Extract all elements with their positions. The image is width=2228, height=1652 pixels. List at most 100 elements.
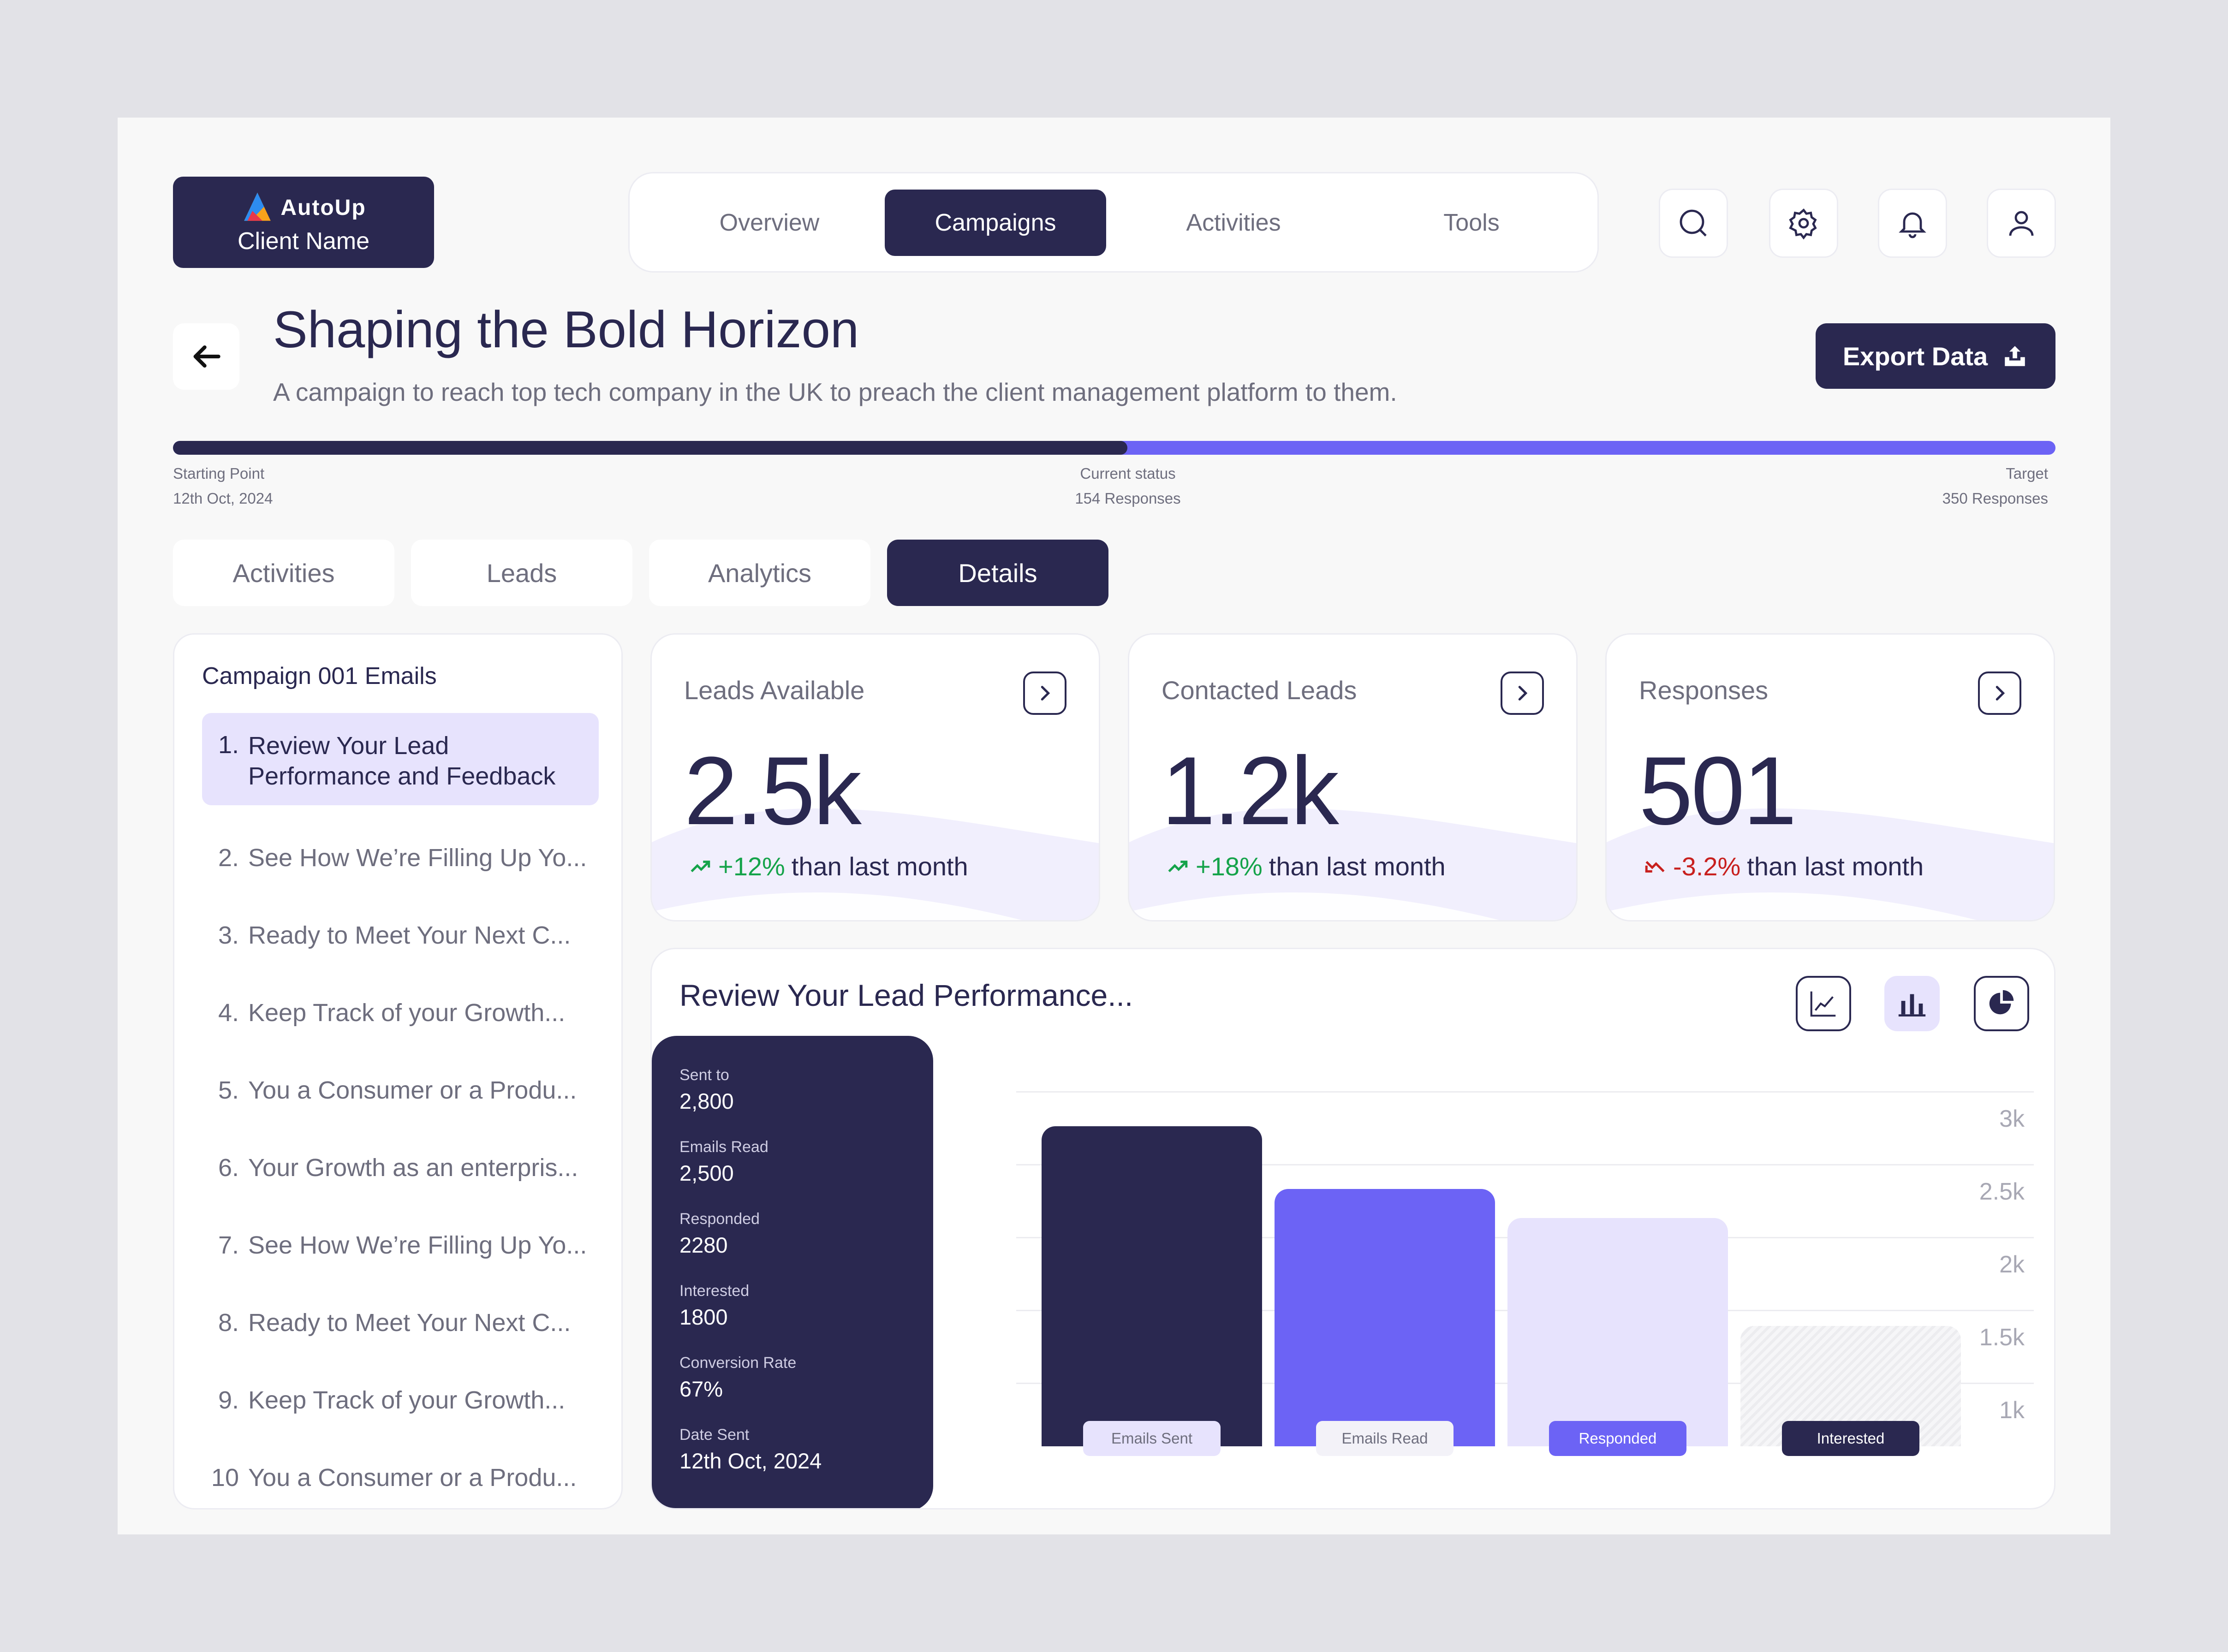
y-tick-label: 1k [1999,1397,2025,1424]
bar-emails-read[interactable] [1275,1188,1495,1446]
search-icon [1680,209,1707,237]
stat-value: 2,500 [679,1161,734,1185]
card-open-button[interactable] [1978,671,2021,715]
email-stats-box: Sent to 2,800 Emails Read 2,500 Responde… [652,1036,933,1508]
bar-category-label: Responded [1549,1421,1686,1456]
back-button[interactable] [173,323,239,390]
card-change-suffix: than last month [1269,852,1446,881]
bar-category-label: Interested [1782,1421,1919,1456]
pie-chart-button[interactable] [1974,976,2029,1031]
stat-value: 12th Oct, 2024 [679,1449,822,1473]
card-contacted-leads: Contacted Leads 1.2k +18% than last mont… [1128,633,1578,921]
chart-title: Review Your Lead Performance... [679,978,1133,1012]
email-title: Keep Track of your Growth... [248,1386,566,1414]
subtab-activities[interactable]: Activities [173,540,394,606]
tab-activities[interactable]: Activities [1186,209,1281,236]
email-number: 2. [218,844,239,872]
profile-button[interactable] [1987,189,2056,258]
stat-label: Sent to [679,1066,729,1084]
gear-icon [1789,208,1817,240]
bar-chart-button[interactable] [1884,976,1940,1031]
card-value: 2.5k [684,737,862,845]
campaign-progress-bar [173,441,2055,455]
y-tick-label: 3k [1999,1105,2025,1132]
card-leads-available: Leads Available 2.5k +12% than last mont… [650,633,1100,921]
stat-value: 2280 [679,1233,728,1257]
stat-value: 2,800 [679,1089,734,1113]
logo-row: AutoUp [173,187,434,228]
trend-up-icon [1168,860,1188,872]
pie-chart-icon [1989,990,2014,1015]
autoup-logo-icon [244,192,271,221]
email-item-4[interactable]: 4. Keep Track of your Growth... [202,974,599,1052]
card-change: +12% [718,852,785,881]
y-tick-label: 2k [1999,1251,2025,1278]
email-title: Your Growth as an enterpris... [248,1154,578,1182]
card-change: -3.2% [1673,852,1741,881]
card-open-button[interactable] [1023,671,1066,715]
line-chart-icon [1810,991,1836,1017]
notifications-button[interactable] [1878,189,1947,258]
stat-label: Emails Read [679,1138,768,1156]
progress-start: Starting Point 12th Oct, 2024 [173,461,273,511]
export-label: Export Data [1842,341,1988,371]
trend-up-icon [691,860,710,872]
progress-target: Target 350 Responses [1799,461,2048,511]
email-number: 8. [218,1309,239,1337]
subtab-analytics[interactable]: Analytics [649,540,870,606]
search-button[interactable] [1659,189,1728,258]
email-title: Ready to Meet Your Next C... [248,1309,571,1337]
email-item-6[interactable]: 6. Your Growth as an enterpris... [202,1129,599,1206]
email-number: 4. [218,999,239,1027]
email-number: 1. [218,731,239,759]
email-item-9[interactable]: 9. Keep Track of your Growth... [202,1361,599,1439]
card-value: 1.2k [1162,737,1339,845]
card-value: 501 [1639,737,1797,845]
chevron-right-icon [1041,686,1050,701]
card-open-button[interactable] [1501,671,1544,715]
tab-campaigns[interactable]: Campaigns [885,190,1106,256]
upload-icon [2005,346,2025,366]
stat-value: 1800 [679,1305,728,1329]
bar-emails-sent[interactable] [1042,1126,1262,1446]
card-change-suffix: than last month [1747,852,1924,881]
email-number: 10 [211,1464,239,1492]
email-item-1[interactable]: 1. Review Your Lead Performance and Feedb… [202,713,599,805]
card-responses: Responses 501 -3.2% than last month [1605,633,2055,921]
campaign-description: A campaign to reach top tech company in … [273,378,1397,406]
email-item-2[interactable]: 2. See How We’re Filling Up Yo... [202,819,599,897]
card-trend: +12% than last month [689,851,968,881]
email-item-7[interactable]: 7. See How We’re Filling Up Yo... [202,1206,599,1284]
card-trend: +18% than last month [1166,851,1446,881]
email-item-5[interactable]: 5. You a Consumer or a Produ... [202,1052,599,1129]
bell-icon [1899,212,1926,238]
card-change-suffix: than last month [791,852,968,881]
tab-overview[interactable]: Overview [719,209,820,236]
brand-logo[interactable]: AutoUp Client Name [173,177,434,268]
settings-button[interactable] [1769,189,1838,258]
stat-label: Responded [679,1210,760,1228]
email-item-3[interactable]: 3. Ready to Meet Your Next C... [202,897,599,974]
subtab-details[interactable]: Details [887,540,1108,606]
bar-responded[interactable] [1507,1218,1728,1446]
tab-tools[interactable]: Tools [1443,209,1500,236]
logo-name: AutoUp [280,195,366,220]
email-title: Review Your Lead Performance and Feedbac… [248,732,556,790]
card-wave-decoration [1129,808,1576,920]
progress-target-label: Target [2006,465,2048,482]
export-data-button[interactable]: Export Data [1816,323,2055,389]
main-nav: Overview Campaigns Activities Tools [628,172,1599,273]
stat-value: 67% [679,1377,723,1401]
card-label: Leads Available [684,676,865,705]
subtab-leads[interactable]: Leads [411,540,632,606]
campaign-title: Shaping the Bold Horizon [273,301,859,358]
bar-category-label: Emails Read [1316,1421,1454,1456]
email-title: Keep Track of your Growth... [248,999,566,1027]
email-item-8[interactable]: 8. Ready to Meet Your Next C... [202,1284,599,1361]
stat-label: Interested [679,1282,750,1300]
bar-chart: 3k 2.5k 2k 1.5k 1k Emails Sent Emails Read Resp… [652,949,2054,1508]
progress-current-value: 154 Responses [1075,490,1181,507]
progress-start-label: Starting Point [173,465,265,482]
line-chart-button[interactable] [1796,976,1851,1031]
email-item-10[interactable]: 10 You a Consumer or a Produ... [202,1439,599,1516]
